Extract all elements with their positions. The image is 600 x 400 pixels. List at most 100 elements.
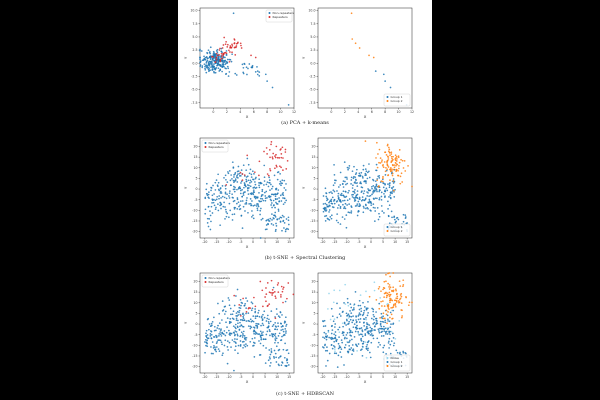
point-non-repeaters [240,214,243,217]
point-repeaters [239,171,242,174]
point-group-1 [325,338,328,341]
point-group-2 [383,296,385,298]
point-non-repeaters [210,205,213,208]
point-non-repeaters [199,49,201,52]
point-group-1 [338,198,340,200]
point-non-repeaters [243,63,246,65]
point-group-1 [376,207,379,209]
point-non-repeaters [282,194,285,197]
point-non-repeaters [225,178,227,181]
point-repeaters [240,47,243,49]
point-non-repeaters [248,320,251,323]
point-non-repeaters [226,181,229,183]
point-non-repeaters [241,227,244,229]
point-non-repeaters [239,313,242,316]
point-non-repeaters [226,212,229,215]
point-non-repeaters [275,345,278,348]
point-non-repeaters [255,322,258,325]
point-repeaters [229,47,231,49]
point-group-1 [378,330,380,332]
y-tick-label: 10 [311,301,315,305]
point-group-1 [324,215,326,218]
point-group-1 [356,197,359,199]
point-non-repeaters [262,313,264,316]
point-non-repeaters [274,216,277,218]
point-group-1 [378,215,381,218]
point-repeaters [274,295,277,298]
point-non-repeaters [213,63,215,65]
point-group-1 [349,309,351,312]
point-group-1 [356,203,359,205]
point-group-2 [386,294,389,297]
point-group-1 [359,318,362,320]
point-group-1 [332,320,335,323]
point-non-repeaters [207,317,210,320]
point-non-repeaters [221,319,223,321]
point-group-1 [367,347,369,350]
point-non-repeaters [274,206,276,209]
point-group-1 [368,189,370,192]
y-tick-label: 15 [311,155,315,159]
point-non-repeaters [215,206,217,209]
point-non-repeaters [205,61,208,64]
point-group-1 [371,187,373,190]
point-group-1 [347,322,350,325]
point-non-repeaters [267,185,270,188]
point-group-1 [383,212,385,214]
point-group-2 [405,296,407,298]
point-non-repeaters [209,333,212,335]
point-repeaters [271,289,274,291]
point-group-1 [371,328,373,330]
point-non-repeaters [217,348,220,350]
point-non-repeaters [258,186,261,189]
point-non-repeaters [243,319,246,321]
point-non-repeaters [282,330,285,333]
point-non-repeaters [239,187,242,190]
point-group-2 [394,304,397,306]
point-group-2 [389,299,392,302]
point-group-1 [348,341,351,343]
point-non-repeaters [269,320,272,323]
point-non-repeaters [258,184,260,187]
point-non-repeaters [217,181,220,184]
point-non-repeaters [213,345,215,347]
x-tick-label: -10 [226,375,231,379]
point-non-repeaters [226,58,229,61]
point-group-1 [392,344,395,347]
point-repeaters [221,57,224,59]
point-non-repeaters [285,323,288,326]
point-non-repeaters [280,200,283,202]
point-group-2 [386,164,389,167]
point-repeaters [271,294,273,296]
point-group-1 [366,314,369,317]
point-non-repeaters [270,223,273,225]
point-group-1 [384,321,387,324]
point-group-1 [372,337,375,340]
point-non-repeaters [264,199,267,202]
y-tick-label: 20 [311,145,315,149]
point-non-repeaters [239,344,242,346]
point-non-repeaters [250,301,253,304]
legend-marker [386,357,389,359]
point-group-1 [378,177,381,179]
point-group-1 [334,179,336,182]
point-group-2 [385,296,388,299]
point-group-1 [327,205,330,208]
point-repeaters [265,287,267,289]
point-group-2 [395,160,398,162]
point-repeaters [223,51,226,54]
point-group-1 [363,325,366,327]
point-non-repeaters [220,190,222,193]
point-non-repeaters [205,341,208,344]
point-non-repeaters [216,48,219,51]
point-non-repeaters [214,348,216,351]
point-non-repeaters [204,212,207,215]
x-tick-label: -15 [214,375,219,379]
point-non-repeaters [233,199,236,202]
point-group-1 [389,182,391,184]
point-non-repeaters [254,308,256,310]
point-non-repeaters [278,200,281,202]
point-non-repeaters [279,194,282,197]
chart-tsne-hdb-groups: -20 -15 -10 -5 0 5 10 15-20-15-10-505101520XYNo… [301,272,413,384]
point-non-repeaters [252,204,255,207]
